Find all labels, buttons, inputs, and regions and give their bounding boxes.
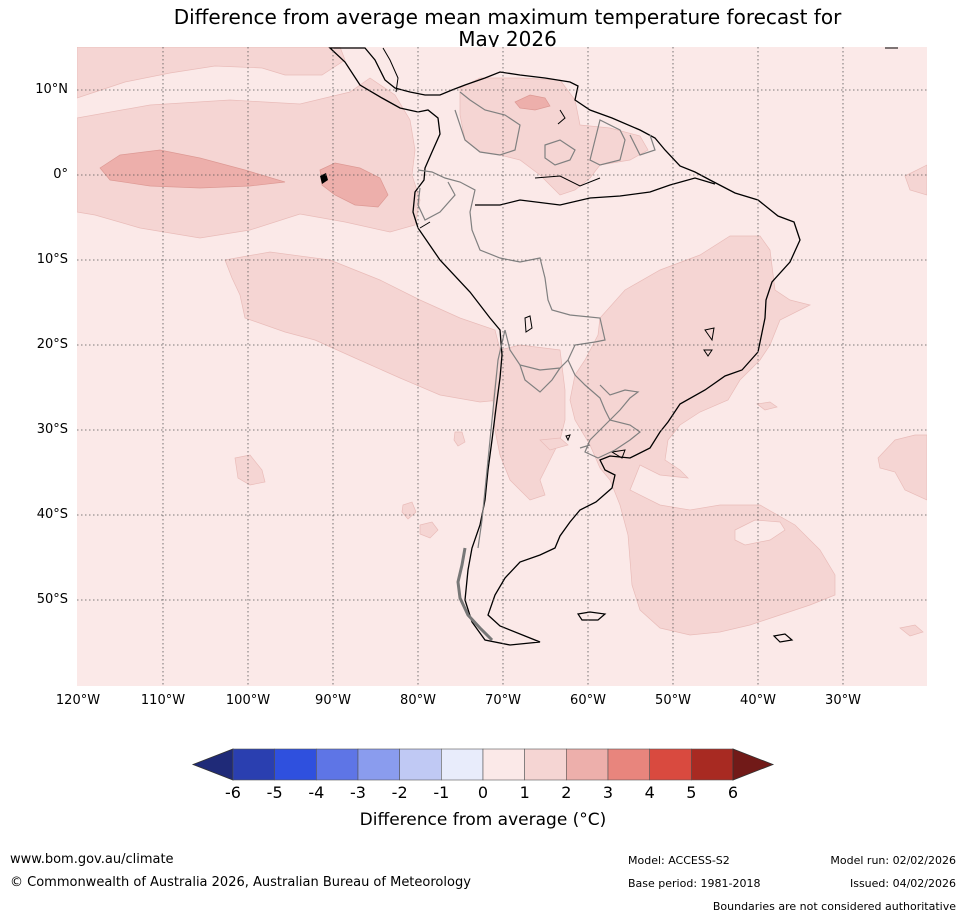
colorbar-tick-label: 3 [602,783,614,802]
lat-label-40s: 40°S [36,507,68,522]
lon-label-90w: 90°W [315,693,351,708]
colorbar-tick-label: 4 [644,783,655,802]
country-borders [417,91,656,549]
colorbar-segments [191,748,775,781]
lon-label-120w: 120°W [55,693,101,708]
lat-label-10n: 10°N [35,82,68,97]
colorbar-tick-label: -6 [225,783,241,802]
lon-label-40w: 40°W [740,693,776,708]
lon-label-60w: 60°W [570,693,606,708]
colorbar-segment [316,748,359,781]
colorbar-segment [524,748,567,781]
lat-label-30s: 30°S [36,422,68,437]
lon-label-50w: 50°W [655,693,691,708]
lat-label-0: 0° [53,167,68,182]
colorbar-segment [607,748,650,781]
footer-url: www.bom.gov.au/climate [10,852,174,867]
footer-issued: Issued: 04/02/2026 [849,877,956,890]
colorbar-segment [482,748,525,781]
colorbar-segment [357,748,400,781]
colorbar-tick-label: -2 [391,783,408,802]
footer-model-run: Model run: 02/02/2026 [830,854,956,867]
colorbar-segment [566,748,609,781]
colorbar-segment [441,748,484,781]
colorbar-tick-label: 0 [477,783,489,802]
lon-label-80w: 80°W [400,693,436,708]
colorbar-segment [649,748,692,781]
footer-model: Model: ACCESS-S2 [628,854,730,867]
colorbar-tick-label: 1 [519,783,530,802]
colorbar-segment [399,748,442,781]
lon-label-110w: 110°W [140,693,186,708]
colorbar-tick-label: -3 [350,783,366,802]
anomaly-field-2-3 [99,94,551,208]
colorbar-title: Difference from average (°C) [359,810,607,830]
colorbar-tick-label: 5 [686,783,697,802]
colorbar-tick-label: -1 [433,783,450,802]
lat-label-10s: 10°S [36,252,68,267]
lon-label-100w: 100°W [225,693,271,708]
lon-label-70w: 70°W [485,693,521,708]
colorbar-extend-low [191,748,234,781]
colorbar-tick-label: -5 [266,783,283,802]
footer-boundaries-note: Boundaries are not considered authoritat… [712,900,956,913]
lon-label-30w: 30°W [825,693,861,708]
south-america-coastline [328,47,801,646]
colorbar-segment [232,748,275,781]
footer-copyright: © Commonwealth of Australia 2026, Austra… [10,875,471,890]
lat-label-50s: 50°S [36,592,68,607]
colorbar-segment [274,748,317,781]
lat-label-20s: 20°S [36,337,68,352]
colorbar-tick-label: 6 [727,783,739,802]
colorbar-tick-label: -4 [308,783,325,802]
colorbar-tick-label: 2 [561,783,572,802]
graticule [77,47,927,686]
colorbar-extend-high [732,748,775,781]
colorbar [191,748,775,781]
footer-base-period: Base period: 1981-2018 [628,877,761,890]
colorbar-segment [691,748,734,781]
map-title-line-1: Difference from average mean maximum tem… [173,5,842,29]
